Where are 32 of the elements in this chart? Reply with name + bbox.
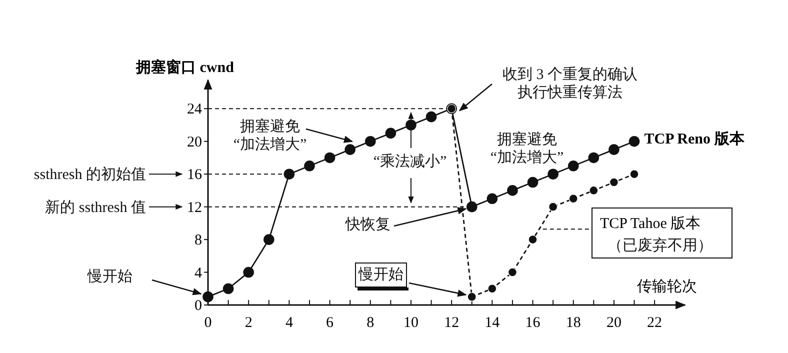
y-tick-label: 0 xyxy=(194,298,202,314)
y-tick-label: 8 xyxy=(194,232,202,249)
x-tick-label: 18 xyxy=(566,315,581,331)
annotation: （已废弃不用） xyxy=(608,237,712,254)
annotation: 慢开始 xyxy=(358,266,404,283)
annotation: 慢开始 xyxy=(86,268,132,285)
annotation: “乘法减小” xyxy=(373,153,447,170)
x-tick-label: 14 xyxy=(484,315,500,331)
y-axis-title: 拥塞窗口 cwnd xyxy=(135,58,235,76)
x-tick-label: 2 xyxy=(244,315,252,331)
y-tick-label: 24 xyxy=(187,102,202,118)
x-tick-label: 8 xyxy=(366,315,374,331)
y-tick-label: 12 xyxy=(187,200,202,216)
x-tick-label: 10 xyxy=(403,315,418,331)
x-tick-label: 22 xyxy=(647,315,662,331)
x-axis-title: 传输轮次 xyxy=(637,278,697,295)
text: ssthresh 的初始值 xyxy=(34,166,146,184)
annotation: 拥塞避免“加法增大” xyxy=(233,118,307,153)
x-tick-label: 16 xyxy=(525,315,541,331)
annotation: 拥塞避免“加法增大” xyxy=(490,131,564,166)
y-tick-label: 20 xyxy=(187,134,202,150)
annotation: 快恢复 xyxy=(344,216,390,233)
x-tick-label: 6 xyxy=(326,315,334,331)
series-label: TCP Reno 版本 xyxy=(644,130,746,148)
x-tick-label: 12 xyxy=(444,315,460,331)
legend-label: TCP Tahoe 版本 xyxy=(600,215,701,232)
x-tick-label: 4 xyxy=(285,315,294,331)
x-tick-label: 20 xyxy=(606,315,622,331)
y-tick-label: 16 xyxy=(187,167,202,184)
y-tick-label: 4 xyxy=(194,265,202,282)
annotation: 收到 3 个重复的确认执行快重传算法 xyxy=(502,66,638,101)
text: 新的 ssthresh 值 xyxy=(45,198,146,216)
